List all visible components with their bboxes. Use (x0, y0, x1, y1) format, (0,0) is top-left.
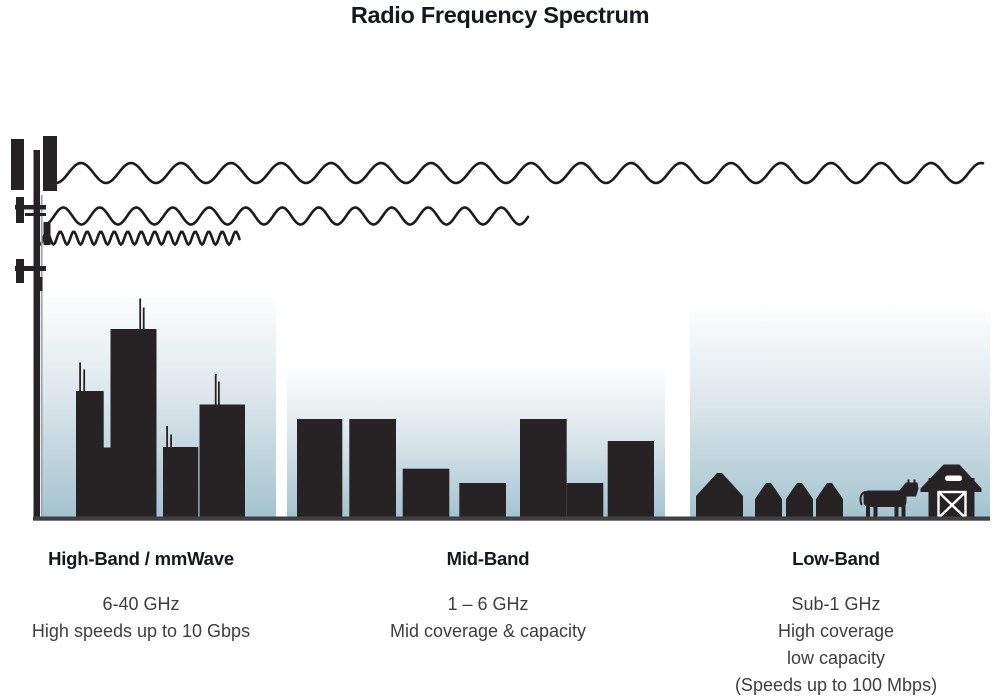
building (520, 419, 567, 520)
house-icon (816, 483, 843, 518)
barn-vent (945, 475, 962, 481)
band-frequency: 1 – 6 GHz (447, 594, 529, 614)
band-label-low: Low-Band Sub-1 GHz High coverage low cap… (705, 548, 967, 699)
tower-stub (37, 277, 43, 291)
band-description: High coverage (777, 621, 895, 641)
tower-pole (33, 150, 40, 518)
rooftop-antenna (218, 381, 220, 405)
high-frequency-wave (38, 230, 241, 247)
spectrum-scene (11, 136, 990, 521)
band-title: Mid-Band (446, 548, 530, 569)
house-icon (696, 473, 743, 518)
suburb-skyline-icon (297, 419, 654, 520)
building (76, 391, 104, 520)
tower-crossbar (15, 266, 46, 271)
rooftop-antenna (83, 369, 86, 392)
band-description: (Speeds up to 100 Mbps) (734, 675, 938, 695)
cow-icon (859, 479, 919, 518)
tower-antenna-panel (16, 197, 24, 223)
tower-crossbar (25, 213, 46, 216)
radio-waves (38, 161, 985, 247)
building (110, 329, 157, 520)
band-description: High speeds up to 10 Gbps (31, 621, 251, 641)
tower-antenna-panel (11, 139, 24, 190)
band-title: Low-Band (792, 548, 880, 569)
rooftop-antenna (79, 362, 81, 392)
tower-antenna-panel (43, 136, 57, 191)
building (297, 419, 343, 520)
rooftop-antenna (139, 298, 142, 330)
tower-antenna-panel (16, 259, 24, 283)
band-description: low capacity (786, 648, 886, 668)
house-icon (786, 483, 813, 518)
diagram-title: Radio Frequency Spectrum (350, 2, 650, 28)
cell-tower-icon (11, 136, 57, 518)
sky-gradients (41, 290, 990, 518)
building (103, 447, 112, 520)
tower-antenna-panel (43, 222, 51, 245)
building (349, 419, 396, 520)
city-skyline-icon (76, 298, 245, 520)
rural-scene (696, 464, 982, 520)
building (566, 483, 604, 520)
band-frequency: 6-40 GHz (102, 594, 180, 614)
band-description: Mid coverage & capacity (389, 621, 587, 641)
tower-crossbar (15, 205, 46, 210)
building (607, 441, 654, 520)
band-label-mid: Mid-Band 1 – 6 GHz Mid coverage & capaci… (357, 548, 619, 645)
building (459, 483, 506, 520)
house-icon (755, 483, 782, 518)
building (402, 468, 450, 520)
rooftop-antenna (214, 374, 217, 405)
rooftop-antenna (142, 307, 145, 330)
band-title: High-Band / mmWave (48, 548, 234, 569)
tower-pole-shadow (40, 195, 43, 518)
ground-line (33, 516, 990, 521)
mid-frequency-wave (43, 206, 530, 226)
building (199, 404, 245, 520)
band-frequency: Sub-1 GHz (791, 594, 881, 614)
band-label-high: High-Band / mmWave 6-40 GHz High speeds … (10, 548, 272, 645)
low-frequency-wave (54, 161, 985, 185)
building (163, 447, 199, 520)
rooftop-antenna (166, 426, 168, 448)
rooftop-antenna (170, 434, 172, 448)
